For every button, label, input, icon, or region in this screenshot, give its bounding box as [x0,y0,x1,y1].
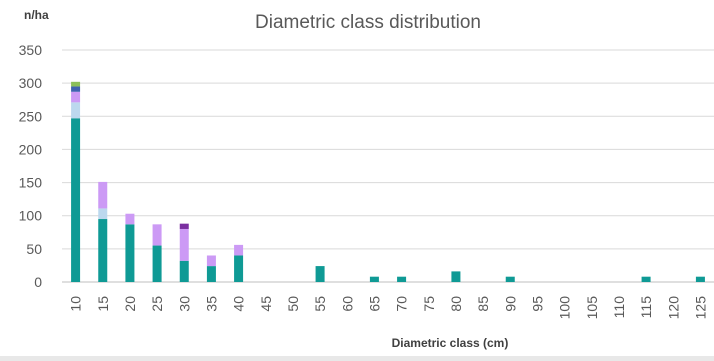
y-axis-label: n/ha [24,8,49,22]
bar-segment [315,266,325,282]
x-tick-label: 15 [95,296,111,312]
x-tick-label: 55 [312,296,328,312]
bar-segment [125,213,135,225]
y-tick-label: 100 [19,208,43,224]
x-tick-label: 85 [475,296,491,312]
bar-segment [451,271,461,282]
x-tick-label: 95 [529,296,545,312]
x-tick-label: 70 [394,296,410,312]
x-tick-label: 35 [203,296,219,312]
x-tick-label: 80 [448,296,464,312]
x-tick-label: 120 [665,296,681,320]
bar-segment [179,260,189,282]
y-tick-label: 200 [19,141,43,157]
x-axis-label: Diametric class (cm) [391,336,509,350]
bar-segment [695,276,705,282]
x-tick-label: 10 [68,296,84,312]
x-tick-label: 30 [176,296,192,312]
bars [71,81,705,282]
x-tick-label: 20 [122,296,138,312]
x-tick-label: 25 [149,296,165,312]
y-tick-label: 150 [19,175,43,191]
bar-segment [152,245,162,282]
bar-segment [179,223,189,229]
x-tick-label: 115 [638,296,654,319]
x-tick-label: 100 [557,296,573,320]
y-tick-labels: 0 50 100 150 200 250 300 350 [19,42,43,290]
x-tick-label: 105 [584,296,600,320]
y-tick-label: 250 [19,108,43,124]
bar-segment [71,91,81,103]
x-tick-label: 40 [231,296,247,312]
y-tick-label: 350 [19,42,43,58]
window-bottom-strip [0,356,714,361]
bar-segment [397,276,407,282]
x-tick-label: 60 [339,296,355,312]
x-tick-label: 110 [611,296,627,319]
bar-segment [98,219,108,282]
bar-segment [71,102,81,119]
y-tick-label: 0 [34,274,42,290]
x-tick-label: 45 [258,296,274,312]
x-tick-labels: 10 15 20 25 30 35 40 45 50 55 60 65 70 75 80 85 90 95 100 1… [68,296,709,320]
bar-segment [152,224,162,246]
bar-segment [641,276,651,282]
gridlines [62,49,714,283]
bar-segment [71,118,81,282]
bar-segment [234,255,244,282]
bar-segment [505,276,515,282]
x-tick-label: 90 [502,296,518,312]
bar-segment [369,276,379,282]
bar-segment [71,86,81,92]
bar-segment [234,244,244,256]
y-tick-label: 50 [26,241,42,257]
chart-title: Diametric class distribution [255,12,481,33]
y-tick-label: 300 [19,75,43,91]
bar-segment [98,208,108,220]
bar-segment [179,228,189,261]
bar-segment [71,81,81,87]
x-tick-label: 50 [285,296,301,312]
bar-segment [125,224,135,282]
bar-segment [98,181,108,209]
x-tick-label: 75 [421,296,437,312]
x-tick-label: 65 [366,296,382,312]
bar-segment [206,266,216,282]
bar-segment [206,255,216,267]
x-tick-label: 125 [692,296,708,320]
